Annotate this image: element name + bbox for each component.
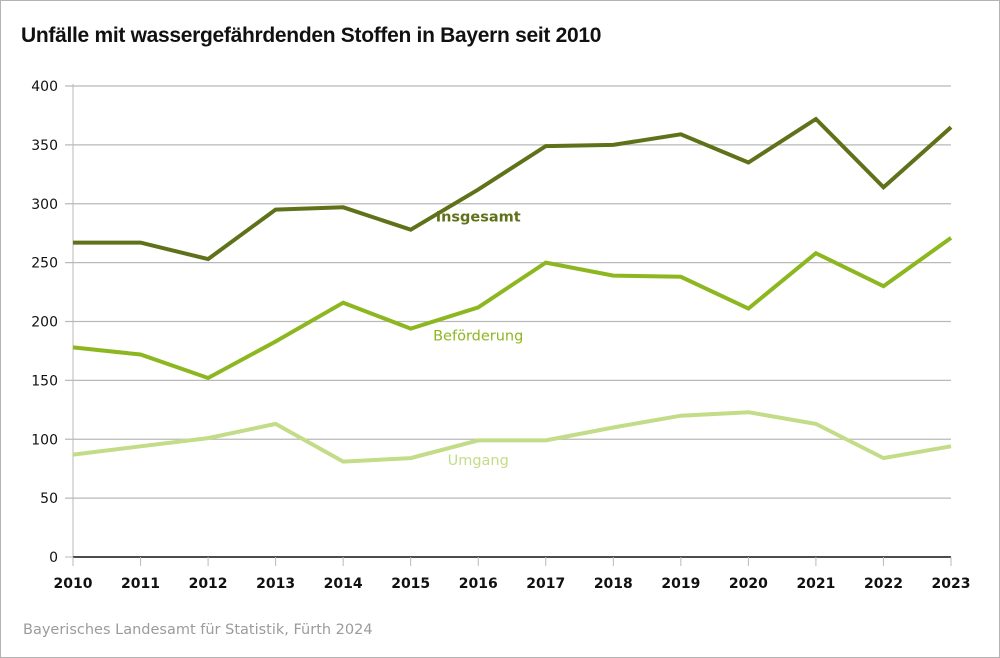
x-tick-label: 2014 <box>324 576 363 592</box>
x-tick-label: 2012 <box>189 576 228 592</box>
y-axis: 0 50 100 150 200 250 300 350 400 <box>31 79 74 566</box>
y-tick-label: 50 <box>40 491 58 507</box>
source-note: Bayerisches Landesamt für Statistik, Für… <box>23 622 373 638</box>
y-tick-label: 100 <box>31 432 58 448</box>
y-tick-label: 300 <box>31 197 58 213</box>
x-tick-label: 2020 <box>729 576 768 592</box>
x-axis: 2010 2011 2012 2013 2014 2015 2016 2017 2018 2019… <box>54 556 971 592</box>
gridlines <box>65 85 951 499</box>
series-lines <box>72 116 953 464</box>
y-tick-label: 150 <box>31 373 58 389</box>
y-tick-label: 400 <box>31 79 58 95</box>
series-line-insgesamt <box>73 116 953 262</box>
series-label: Beförderung <box>433 328 523 344</box>
x-tick-label: 2023 <box>932 576 971 592</box>
x-tick-label: 2019 <box>661 576 700 592</box>
x-tick-label: 2013 <box>256 576 295 592</box>
x-tick-label: 2015 <box>391 576 430 592</box>
series-labels: Insgesamt Beförderung Umgang <box>433 209 523 469</box>
series-label: Insgesamt <box>436 209 521 225</box>
x-tick-label: 2018 <box>594 576 633 592</box>
series-line-umgang <box>72 410 952 464</box>
x-tick-label: 2011 <box>121 576 160 592</box>
y-tick-label: 350 <box>31 138 58 154</box>
x-tick-label: 2022 <box>864 576 903 592</box>
y-tick-label: 0 <box>49 550 58 566</box>
chart-title: Unfälle mit wassergefährdenden Stoffen i… <box>21 24 602 47</box>
x-tick-label: 2016 <box>459 576 498 592</box>
series-line-beförderung <box>72 236 953 381</box>
y-tick-label: 250 <box>31 256 58 272</box>
x-tick-label: 2021 <box>796 576 835 592</box>
x-tick-label: 2010 <box>54 576 93 592</box>
series-label: Umgang <box>448 453 509 469</box>
x-tick-label: 2017 <box>526 576 565 592</box>
y-tick-label: 200 <box>31 315 58 331</box>
